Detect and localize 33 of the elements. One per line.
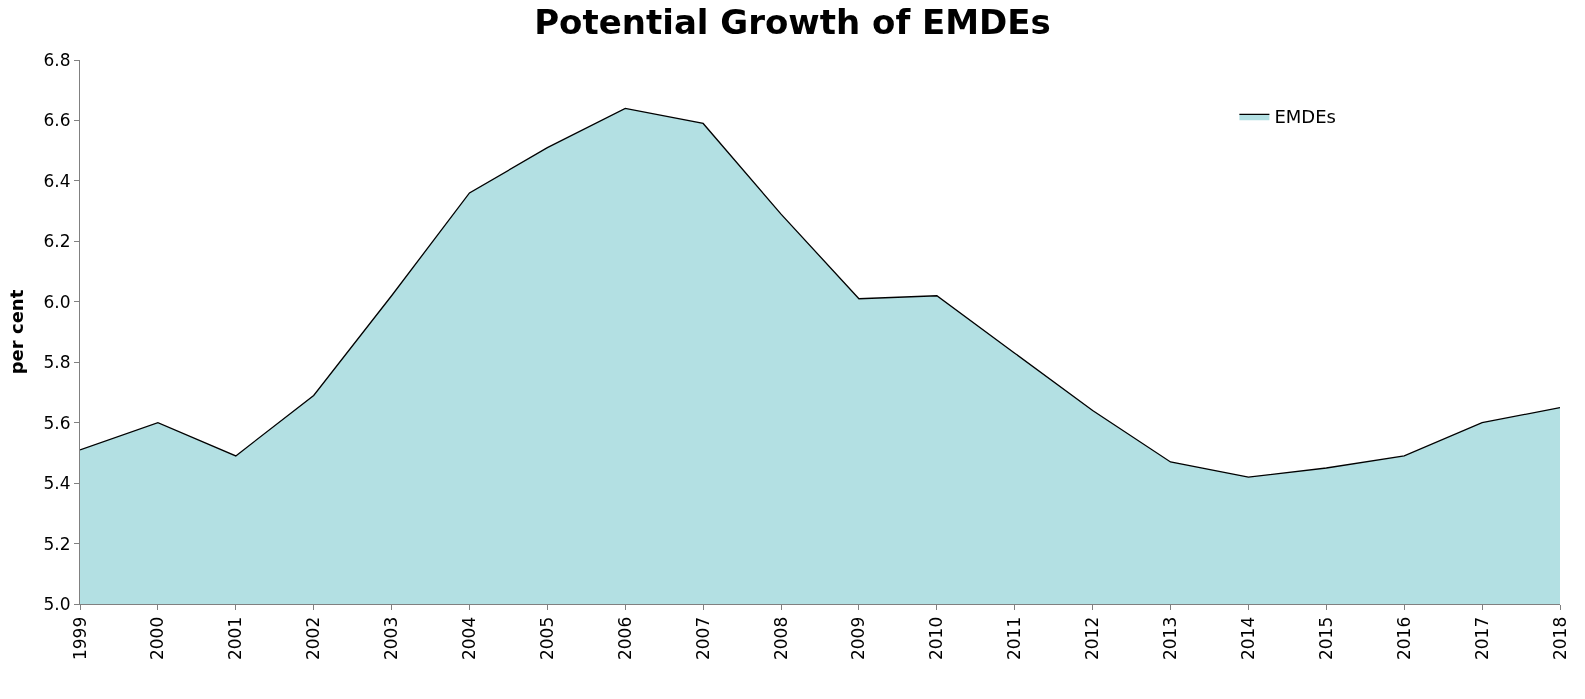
y-tick-label: 6.6 — [43, 110, 71, 131]
x-tick-label: 2002 — [303, 616, 324, 661]
y-tick-label: 5.8 — [43, 352, 71, 373]
y-tick-label: 6.2 — [43, 231, 71, 252]
x-tick-label: 1999 — [69, 616, 90, 661]
x-tick-label: 2005 — [536, 616, 557, 661]
x-tick-label: 2003 — [381, 616, 402, 661]
y-tick-label: 6.8 — [43, 49, 71, 70]
x-tick-label: 2007 — [692, 616, 713, 661]
x-tick-label: 2018 — [1549, 616, 1570, 661]
y-tick-label: 6.0 — [43, 291, 71, 312]
chart-title: Potential Growth of EMDEs — [534, 2, 1051, 43]
x-tick-label: 2001 — [225, 616, 246, 661]
x-tick-label: 2011 — [1004, 616, 1025, 661]
x-tick-label: 2012 — [1082, 616, 1103, 661]
x-tick-label: 2004 — [458, 616, 479, 661]
x-tick-label: 2010 — [926, 616, 947, 661]
y-tick-label: 5.4 — [43, 473, 71, 494]
x-tick-label: 2017 — [1471, 616, 1492, 661]
legend-label: EMDEs — [1274, 106, 1336, 128]
y-tick-label: 5.0 — [43, 593, 71, 614]
y-axis-title: per cent — [5, 289, 27, 375]
y-tick-label: 5.6 — [43, 412, 71, 433]
y-tick-label: 5.2 — [43, 533, 71, 554]
x-tick-label: 2006 — [614, 616, 635, 661]
y-tick-label: 6.4 — [43, 170, 71, 191]
x-tick-label: 2008 — [770, 616, 791, 661]
x-tick-label: 2000 — [147, 616, 168, 661]
x-tick-label: 2009 — [848, 616, 869, 661]
x-tick-label: 2015 — [1315, 616, 1336, 661]
x-tick-label: 2013 — [1160, 616, 1181, 661]
x-tick-label: 2016 — [1393, 616, 1414, 661]
x-tick-label: 2014 — [1237, 616, 1258, 661]
